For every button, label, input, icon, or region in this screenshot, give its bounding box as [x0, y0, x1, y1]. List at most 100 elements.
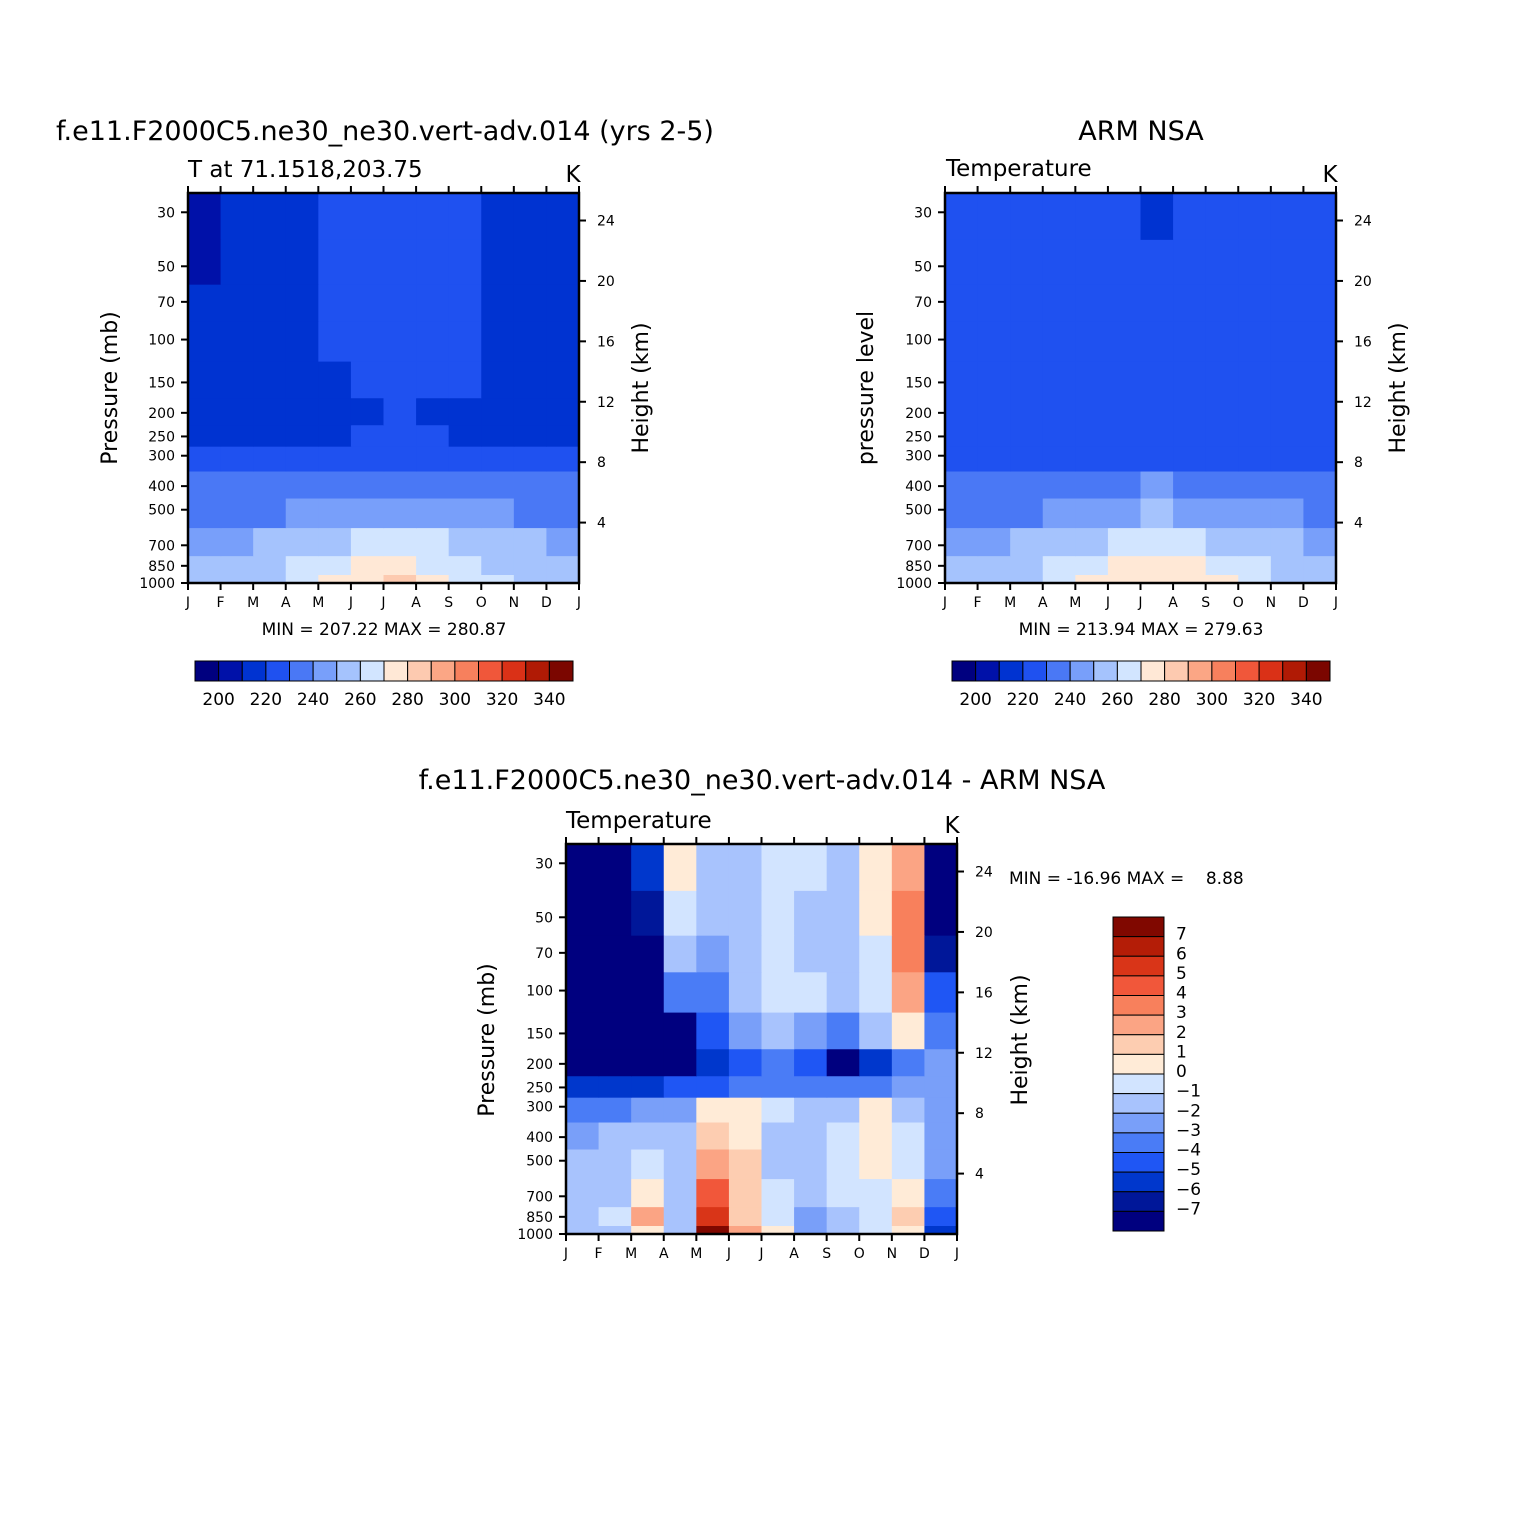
heatmap-cell [220, 497, 254, 529]
heatmap-cell [1238, 397, 1272, 426]
heatmap-cell [945, 284, 979, 322]
heatmap-cell [945, 424, 979, 447]
heatmap-cell [383, 284, 417, 322]
heatmap-cell [977, 497, 1011, 529]
y-tick-label: 1000 [517, 1227, 553, 1243]
heatmap-cell [1140, 555, 1174, 575]
colorbar-swatch [501, 660, 527, 682]
heatmap-cell [696, 935, 730, 973]
heatmap-cell [891, 1121, 926, 1150]
heatmap-cell [1107, 497, 1142, 529]
y-tick-label: 1000 [139, 576, 175, 592]
heatmap-cell [513, 193, 548, 240]
heatmap-cell [350, 555, 385, 575]
heatmap-cell [188, 497, 222, 529]
heatmap-cell [631, 1012, 665, 1050]
heatmap-cell [188, 555, 222, 575]
heatmap-cell [318, 555, 352, 575]
heatmap-cell [1173, 193, 1207, 240]
heatmap-cell [977, 239, 1011, 285]
heatmap-cell [1173, 470, 1207, 499]
y-tick-label: 500 [148, 503, 175, 519]
colorbar-swatch [430, 660, 456, 682]
heatmap-cell [794, 1148, 828, 1180]
heatmap-cell [663, 890, 697, 936]
heatmap-cell [826, 1075, 860, 1098]
heatmap-cell [696, 1121, 730, 1150]
heatmap-cell [696, 844, 730, 891]
heatmap-cell [794, 971, 828, 1013]
x-tick-label: M [312, 595, 324, 611]
heatmap-cell [696, 971, 730, 1013]
heatmap-cell [481, 284, 515, 322]
heatmap-cell [1173, 239, 1207, 285]
colorbar-label: −4 [1176, 1141, 1201, 1161]
y-tick-label: 150 [905, 375, 932, 391]
heatmap-cell [1107, 470, 1142, 499]
heatmap-cell [598, 1178, 632, 1208]
y-tick-label: 850 [905, 559, 932, 575]
heatmap-cell [566, 971, 600, 1013]
heatmap-cell [1205, 320, 1239, 362]
heatmap-cell [1303, 555, 1336, 575]
x-tick-label: O [476, 595, 487, 611]
colorbar-swatch [1112, 1073, 1165, 1095]
heatmap-cell [1270, 193, 1305, 240]
heatmap-cell [1140, 320, 1174, 362]
heatmap-cell [1010, 574, 1044, 583]
heatmap-cell [1173, 527, 1207, 557]
heatmap-cell [481, 446, 515, 472]
colorbar-swatch [312, 660, 338, 682]
x-tick-label: M [625, 1246, 637, 1262]
colorbar-label: −3 [1176, 1121, 1201, 1141]
colorbar-swatch [998, 660, 1024, 682]
heatmap-cell [448, 555, 482, 575]
y2-tick-label: 12 [597, 395, 615, 411]
heatmap-cell [1010, 446, 1044, 472]
heatmap-cell [945, 574, 979, 583]
heatmap-cell [924, 1225, 957, 1234]
colorbar-label: 200 [202, 690, 234, 710]
heatmap-cell [696, 1206, 730, 1226]
heatmap-cell [1270, 284, 1305, 322]
x-tick-label: D [1298, 595, 1309, 611]
y-tick-label: 400 [526, 1130, 553, 1146]
heatmap-cell [1303, 424, 1336, 447]
heatmap-cell [696, 1012, 730, 1050]
heatmap-cell [663, 1225, 697, 1234]
heatmap-cell [1303, 239, 1336, 285]
heatmap-cell [566, 844, 600, 891]
colorbar-label: 300 [439, 690, 471, 710]
y-tick-label: 150 [148, 375, 175, 391]
heatmap-cell [598, 1048, 632, 1077]
colorbar-label: 280 [1148, 690, 1180, 710]
colorbar-swatch [975, 660, 1000, 682]
heatmap-cell [253, 320, 287, 362]
heatmap-cell [794, 1121, 828, 1150]
heatmap-cell [663, 1178, 697, 1208]
heatmap-cell [663, 1012, 697, 1050]
colorbar-label: 260 [1101, 690, 1133, 710]
heatmap-cell [285, 446, 319, 472]
heatmap-cell [859, 1206, 893, 1226]
heatmap-cell [188, 397, 222, 426]
heatmap-cell [220, 555, 254, 575]
heatmap-cell [1042, 574, 1076, 583]
heatmap-cell [253, 424, 287, 447]
heatmap-cell [1205, 470, 1239, 499]
heatmap-cell [253, 239, 287, 285]
heatmap-cell [945, 397, 979, 426]
colorbar-label: 220 [250, 690, 282, 710]
heatmap-cell [318, 574, 352, 583]
heatmap-cell [416, 555, 450, 575]
heatmap-cell [794, 1048, 828, 1077]
heatmap-cell [728, 935, 763, 973]
heatmap-cell [945, 361, 979, 399]
heatmap-cell [1140, 470, 1174, 499]
heatmap-cell [826, 1012, 860, 1050]
colorbar-label: 2 [1176, 1023, 1187, 1043]
y-tick-label: 150 [526, 1026, 553, 1042]
heatmap-cell [1205, 497, 1239, 529]
heatmap-cell [285, 527, 319, 557]
